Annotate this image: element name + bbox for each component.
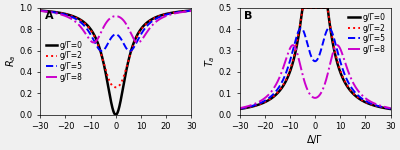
g/Γ=2 [38, 10, 43, 12]
Line: g/Γ=5: g/Γ=5 [40, 11, 191, 51]
g/Γ=2 [385, 108, 390, 109]
Text: B: B [244, 11, 252, 21]
g/Γ=5 [254, 103, 259, 105]
g/Γ=5 [299, 27, 304, 29]
g/Γ=0 [369, 104, 374, 105]
g/Γ=2 [388, 108, 393, 110]
g/Γ=5 [55, 12, 60, 14]
g/Γ=8 [388, 107, 393, 109]
g/Γ=2 [113, 86, 118, 88]
g/Γ=2 [237, 108, 242, 110]
g/Γ=0 [388, 108, 393, 110]
Line: g/Γ=8: g/Γ=8 [40, 11, 191, 42]
Line: g/Γ=8: g/Γ=8 [240, 45, 390, 108]
g/Γ=8 [96, 37, 100, 39]
g/Γ=0 [102, 67, 107, 69]
g/Γ=8 [170, 13, 174, 15]
g/Γ=8 [102, 24, 107, 26]
g/Γ=2 [369, 103, 374, 105]
g/Γ=0 [295, 41, 300, 43]
Line: g/Γ=0: g/Γ=0 [240, 8, 390, 109]
g/Γ=5 [189, 10, 194, 12]
g/Γ=0 [186, 10, 191, 12]
g/Γ=2 [55, 12, 60, 13]
g/Γ=5 [295, 33, 300, 35]
Line: g/Γ=2: g/Γ=2 [240, 8, 390, 109]
g/Γ=8 [295, 53, 300, 55]
g/Γ=8 [64, 15, 69, 17]
g/Γ=8 [254, 102, 259, 104]
g/Γ=5 [186, 10, 191, 12]
Line: g/Γ=2: g/Γ=2 [40, 11, 191, 87]
g/Γ=2 [263, 101, 268, 102]
g/Γ=5 [263, 99, 268, 101]
g/Γ=8 [55, 13, 60, 15]
g/Γ=8 [369, 101, 374, 103]
g/Γ=5 [237, 108, 242, 110]
g/Γ=0 [302, 7, 306, 9]
g/Γ=5 [170, 12, 174, 14]
Legend: g/Γ=0, g/Γ=2, g/Γ=5, g/Γ=8: g/Γ=0, g/Γ=2, g/Γ=5, g/Γ=8 [347, 12, 387, 55]
g/Γ=0 [254, 104, 259, 106]
g/Γ=0 [38, 10, 43, 11]
g/Γ=8 [186, 10, 191, 12]
g/Γ=5 [99, 50, 104, 52]
g/Γ=0 [385, 108, 390, 109]
Text: A: A [45, 11, 53, 21]
g/Γ=2 [102, 65, 107, 67]
g/Γ=8 [290, 44, 295, 46]
g/Γ=0 [96, 43, 100, 45]
g/Γ=2 [186, 10, 191, 12]
g/Γ=2 [189, 10, 194, 12]
g/Γ=8 [91, 42, 96, 43]
g/Γ=0 [64, 13, 69, 15]
Line: g/Γ=5: g/Γ=5 [240, 28, 390, 109]
g/Γ=8 [263, 96, 268, 98]
g/Γ=0 [189, 10, 194, 11]
g/Γ=5 [38, 10, 43, 12]
g/Γ=5 [385, 107, 390, 109]
g/Γ=8 [237, 107, 242, 109]
X-axis label: $\Delta/\Gamma$: $\Delta/\Gamma$ [306, 133, 324, 146]
g/Γ=0 [113, 114, 118, 116]
Y-axis label: $T_a$: $T_a$ [204, 55, 217, 67]
Line: g/Γ=0: g/Γ=0 [40, 11, 191, 115]
g/Γ=2 [254, 104, 259, 106]
g/Γ=5 [388, 108, 393, 110]
g/Γ=5 [369, 103, 374, 105]
g/Γ=5 [64, 14, 69, 16]
g/Γ=0 [170, 12, 174, 14]
g/Γ=0 [55, 12, 60, 13]
Y-axis label: $R_a$: $R_a$ [4, 55, 18, 68]
g/Γ=2 [295, 39, 300, 41]
g/Γ=8 [189, 10, 194, 12]
g/Γ=8 [302, 79, 306, 81]
g/Γ=2 [64, 14, 69, 15]
g/Γ=2 [300, 7, 305, 9]
g/Γ=0 [263, 101, 268, 103]
g/Γ=5 [302, 32, 306, 33]
g/Γ=8 [385, 107, 390, 108]
g/Γ=2 [302, 7, 306, 9]
g/Γ=2 [170, 12, 174, 14]
g/Γ=5 [96, 47, 100, 49]
g/Γ=0 [237, 108, 242, 110]
g/Γ=5 [102, 48, 107, 50]
g/Γ=0 [300, 7, 305, 9]
g/Γ=8 [38, 10, 43, 12]
g/Γ=2 [96, 44, 100, 46]
Legend: g/Γ=0, g/Γ=2, g/Γ=5, g/Γ=8: g/Γ=0, g/Γ=2, g/Γ=5, g/Γ=8 [44, 39, 84, 83]
